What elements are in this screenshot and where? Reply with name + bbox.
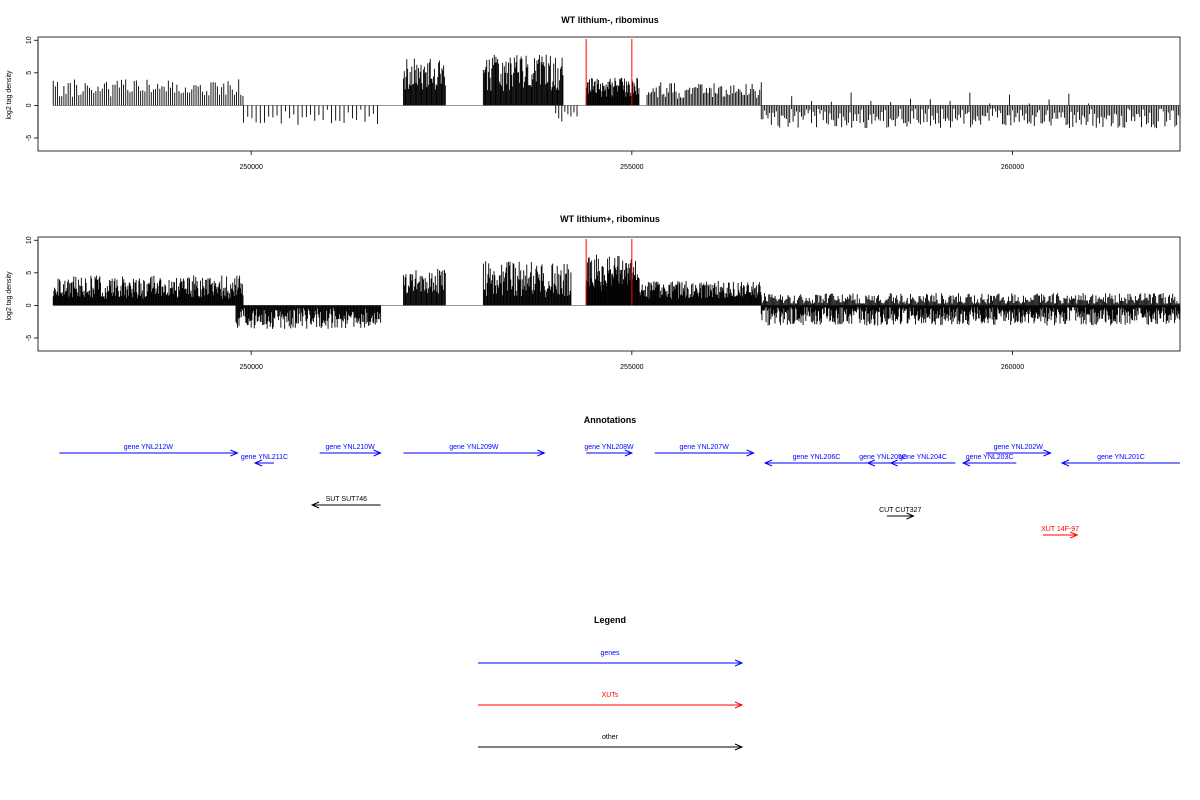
legend-arrowhead	[734, 743, 744, 751]
feature-arrowhead	[961, 459, 971, 467]
panel-wt-lithium-plus: WT lithium+, ribominus log2 tag density …	[6, 214, 1181, 371]
feature-arrowhead	[763, 459, 773, 467]
x-tick-label: 255000	[620, 364, 643, 371]
feature-arrowhead	[253, 459, 263, 467]
y-tick-label: 0	[26, 303, 33, 307]
highlight-lines	[585, 238, 633, 306]
x-axis: 250000 255000 260000	[239, 351, 1024, 371]
y-axis-label: log2 tag density	[6, 271, 13, 321]
feature-arrowhead	[746, 449, 755, 457]
feature-arrowhead	[1043, 449, 1052, 457]
legend: Legend genes XUTs other	[478, 615, 744, 751]
y-axis: -5 0 5 10	[26, 36, 39, 141]
feature-label: gene YNL202W	[994, 444, 1044, 451]
feature-arrowhead	[537, 449, 546, 457]
y-tick-label: 10	[26, 36, 33, 44]
legend-label: other	[602, 734, 619, 741]
feature-label: gene YNL206C	[793, 454, 841, 461]
feature-label: gene YNL205C	[859, 454, 907, 461]
annotations-track: Annotations gene YNL212W gene YNL211C ge…	[59, 415, 1180, 539]
feature: gene YNL203C	[961, 454, 1017, 467]
y-tick-label: 5	[26, 71, 33, 75]
feature: SUT SUT746	[310, 496, 381, 509]
feature-label: gene YNL203C	[966, 454, 1014, 461]
feature-arrowhead	[889, 459, 898, 467]
x-tick-label: 260000	[1001, 364, 1024, 371]
y-axis-label: log2 tag density	[6, 70, 13, 120]
legend-items: genes XUTs other	[478, 650, 744, 751]
feature: CUT CUT327	[879, 507, 921, 520]
feature: gene YNL209W	[403, 444, 546, 457]
y-tick-label: -5	[26, 135, 33, 141]
panel-wt-lithium-minus: WT lithium-, ribominus log2 tag density …	[6, 15, 1181, 171]
x-tick-label: 250000	[239, 164, 262, 171]
feature: XUT 14F-97	[1041, 526, 1079, 539]
density-bars	[52, 254, 1181, 329]
feature-arrowhead	[230, 449, 239, 457]
feature-label: gene YNL210W	[325, 444, 375, 451]
y-tick-label: 10	[26, 236, 33, 244]
feature: gene YNL211C	[241, 454, 288, 467]
feature-label: gene YNL207W	[680, 444, 730, 451]
legend-label: genes	[600, 650, 620, 657]
feature: gene YNL202W	[985, 444, 1052, 457]
x-axis: 250000 255000 260000	[239, 151, 1024, 171]
annotation-features: gene YNL212W gene YNL211C gene YNL210W g…	[59, 444, 1180, 539]
annotations-title: Annotations	[584, 415, 637, 425]
feature: gene YNL208W	[584, 444, 634, 457]
feature: gene YNL206C	[763, 454, 868, 467]
feature: gene YNL201C	[1060, 454, 1180, 467]
feature: gene YNL207W	[654, 444, 755, 457]
y-axis: -5 0 5 10	[26, 236, 39, 341]
density-bars	[52, 54, 1181, 129]
feature-arrowhead	[1070, 531, 1079, 539]
feature-label: gene YNL201C	[1097, 454, 1145, 461]
highlight-lines	[585, 38, 633, 106]
legend-title: Legend	[594, 615, 626, 625]
feature-label: XUT 14F-97	[1041, 526, 1079, 533]
x-tick-label: 250000	[239, 364, 262, 371]
feature-arrowhead	[906, 512, 915, 520]
feature-label: gene YNL211C	[241, 454, 288, 461]
feature-arrowhead	[310, 501, 320, 509]
feature-label: gene YNL209W	[449, 444, 499, 451]
feature-label: gene YNL204C	[899, 454, 947, 461]
y-tick-label: 0	[26, 103, 33, 107]
feature-label: SUT SUT746	[326, 496, 368, 503]
legend-item: other	[478, 734, 744, 751]
feature-arrowhead	[1060, 459, 1070, 467]
x-tick-label: 255000	[620, 164, 643, 171]
panel-title: WT lithium+, ribominus	[560, 214, 660, 224]
legend-item: XUTs	[478, 692, 744, 709]
feature-arrowhead	[373, 449, 382, 457]
panel-title: WT lithium-, ribominus	[561, 15, 659, 25]
legend-arrowhead	[734, 659, 744, 667]
feature-label: gene YNL208W	[584, 444, 634, 451]
feature: gene YNL210W	[319, 444, 382, 457]
y-tick-label: -5	[26, 335, 33, 341]
feature-arrowhead	[866, 459, 876, 467]
feature: gene YNL204C	[889, 454, 956, 467]
feature: gene YNL212W	[59, 444, 239, 457]
x-tick-label: 260000	[1001, 164, 1024, 171]
y-tick-label: 5	[26, 271, 33, 275]
feature-label: CUT CUT327	[879, 507, 921, 514]
feature-label: gene YNL212W	[124, 444, 174, 451]
legend-label: XUTs	[602, 692, 619, 699]
legend-arrowhead	[734, 701, 744, 709]
legend-item: genes	[478, 650, 744, 667]
feature-arrowhead	[624, 449, 634, 457]
